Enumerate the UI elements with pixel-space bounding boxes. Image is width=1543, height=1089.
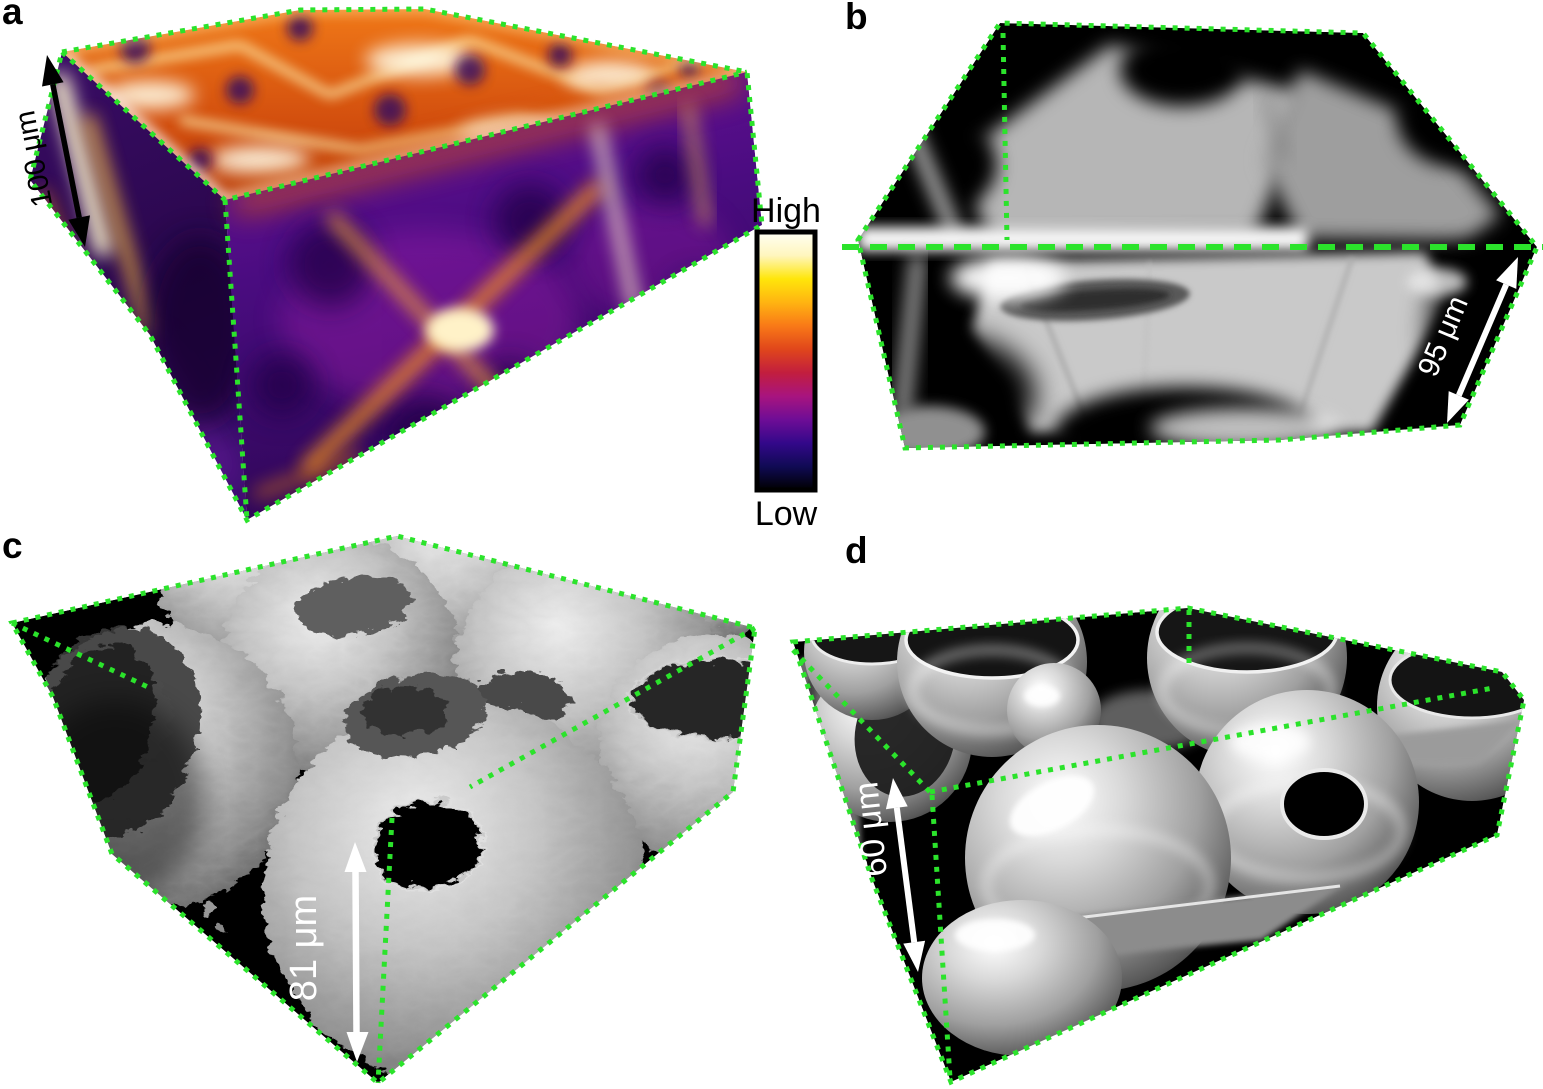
wireframe-b <box>842 20 1543 451</box>
panel-a: 100 μm a <box>2 0 765 524</box>
scale-arrow-c <box>344 842 369 1062</box>
panel-label-a: a <box>2 0 23 32</box>
surface-render-b <box>858 23 1537 448</box>
wireframe-d <box>789 605 1527 1086</box>
spherulite-render-c <box>12 536 755 1083</box>
colorbar: High Low <box>751 192 821 533</box>
wireframe-a <box>27 6 765 524</box>
colorbar-gradient <box>754 229 818 493</box>
panel-c: 81 μm c <box>2 525 758 1087</box>
panel-d: 60 μm d <box>789 530 1527 1086</box>
panel-label-c: c <box>2 525 23 566</box>
scale-label-c: 81 μm <box>283 895 325 1001</box>
spherulite-render-d <box>793 608 1524 1082</box>
panel-label-b: b <box>845 0 868 37</box>
wireframe-c <box>8 533 758 1087</box>
scale-arrow-a <box>42 55 90 247</box>
colorbar-high-label: High <box>751 192 821 230</box>
scale-arrow-d <box>885 778 926 972</box>
panel-b: 95 μm b <box>842 0 1543 451</box>
panel-label-d: d <box>845 530 868 571</box>
colorbar-low-label: Low <box>755 495 818 533</box>
scale-arrow-b <box>1447 257 1518 423</box>
volume-render-a <box>30 9 762 520</box>
